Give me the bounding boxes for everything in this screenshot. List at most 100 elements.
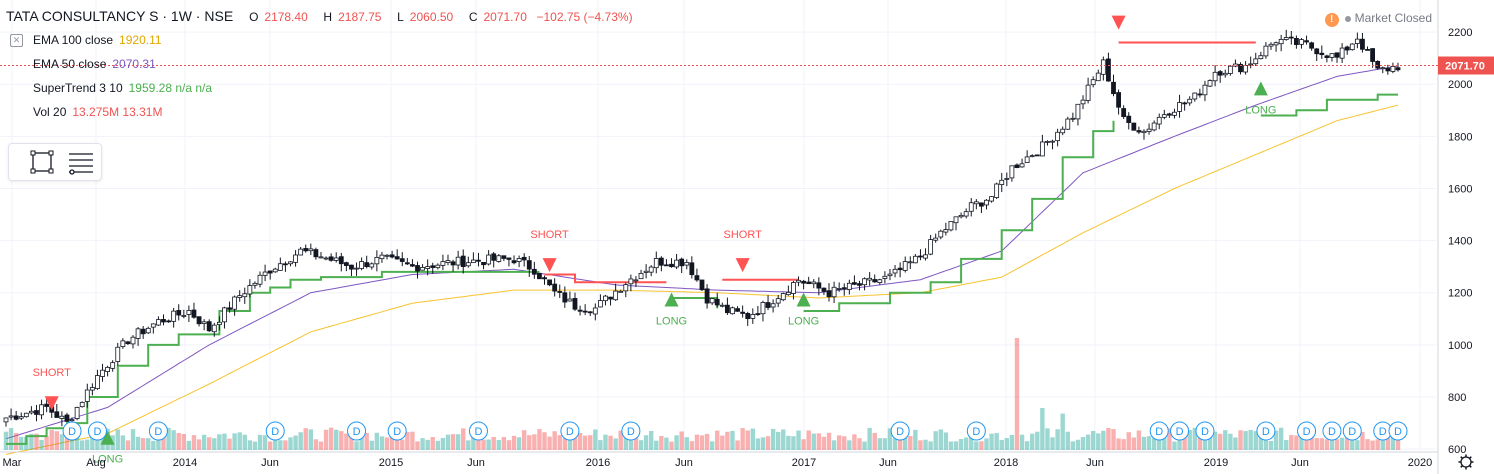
volume-bar bbox=[730, 430, 735, 450]
volume-bar bbox=[1065, 431, 1070, 450]
candle-body bbox=[557, 291, 563, 293]
indicator-volume[interactable]: Vol 20 13.275M 13.31M bbox=[10, 105, 162, 119]
volume-bar bbox=[1131, 437, 1137, 450]
indicator-ema100[interactable]: ✕ EMA 100 close 1920.11 bbox=[10, 33, 162, 48]
volume-bar bbox=[100, 431, 105, 450]
volume-bar bbox=[450, 434, 456, 450]
candle-body bbox=[994, 183, 1000, 198]
candle-body bbox=[1293, 38, 1299, 45]
high-label: H bbox=[323, 10, 333, 24]
indicator-ema50[interactable]: EMA 50 close 2070.31 bbox=[10, 57, 156, 71]
candle-body bbox=[867, 277, 873, 281]
candle-body bbox=[953, 216, 959, 224]
volume-bar bbox=[842, 436, 847, 450]
volume-bar bbox=[989, 433, 994, 450]
volume-bar bbox=[984, 438, 989, 450]
signals: SHORTLONGSHORTLONGSHORTLONGSHORTLONG bbox=[33, 15, 1276, 466]
candle-body bbox=[836, 288, 842, 290]
candle-body bbox=[105, 366, 111, 372]
candle-body bbox=[115, 346, 121, 362]
volume-bar bbox=[303, 428, 308, 450]
symbol-title[interactable]: TATA CONSULTANCY S · 1W · NSE bbox=[6, 8, 234, 24]
volume-bar bbox=[415, 441, 420, 450]
candle-body bbox=[857, 283, 862, 286]
long-signal-marker bbox=[796, 292, 811, 307]
settings-gear-icon[interactable] bbox=[1458, 454, 1474, 470]
indicator-name: EMA 100 close bbox=[33, 33, 114, 47]
dividend-label: D bbox=[474, 426, 482, 438]
volume-bar bbox=[1370, 440, 1375, 450]
volume-bar bbox=[1009, 434, 1015, 450]
candle-body bbox=[242, 293, 248, 298]
volume-bar bbox=[527, 435, 532, 450]
volume-bar bbox=[354, 441, 359, 450]
candle-body bbox=[1395, 67, 1401, 71]
long-signal-marker bbox=[664, 292, 679, 307]
dividend-label: D bbox=[1155, 426, 1163, 438]
candle-body bbox=[801, 280, 807, 284]
candle-body bbox=[1354, 38, 1360, 44]
candle-body bbox=[643, 270, 649, 273]
volume-bar bbox=[1375, 439, 1380, 450]
close-value: 2071.70 bbox=[483, 10, 527, 24]
volume-bar bbox=[974, 441, 979, 450]
indicator-supertrend[interactable]: SuperTrend 3 10 1959.28 n/a n/a bbox=[10, 81, 212, 95]
indicator-value: 1920.11 bbox=[119, 33, 162, 47]
ohlc-readout: O 2178.40 H 2187.75 L 2060.50 C 2071.70 −102… bbox=[237, 9, 633, 24]
dividend-marker bbox=[560, 421, 580, 441]
volume-bar bbox=[227, 438, 232, 450]
volume-bar bbox=[1151, 438, 1157, 450]
candle-body bbox=[1334, 52, 1340, 58]
volume-bar bbox=[461, 428, 466, 450]
volume-bar bbox=[684, 437, 689, 450]
candle-body bbox=[1217, 71, 1223, 76]
volume-bar bbox=[1395, 434, 1401, 450]
volume-bar bbox=[171, 430, 176, 450]
status-dot bbox=[1344, 15, 1351, 22]
candle-body bbox=[59, 415, 65, 419]
y-tick-label: 1800 bbox=[1448, 131, 1472, 143]
candle-body bbox=[714, 298, 720, 306]
candle-body bbox=[1380, 67, 1386, 70]
candle-body bbox=[476, 259, 481, 262]
volume-bar bbox=[750, 428, 756, 450]
volume-bar bbox=[613, 438, 618, 450]
volume-bar bbox=[288, 437, 293, 450]
volume-bar bbox=[847, 440, 852, 450]
candle-body bbox=[1197, 93, 1203, 96]
volume-bar bbox=[339, 431, 344, 450]
candle-body bbox=[140, 328, 146, 335]
dividend-marker bbox=[347, 421, 367, 441]
long-signal-label: LONG bbox=[788, 316, 819, 328]
candle-body bbox=[806, 281, 812, 285]
candle-body bbox=[1151, 122, 1157, 131]
volume-bar bbox=[791, 436, 796, 450]
candles bbox=[3, 29, 1401, 427]
volume-bar bbox=[359, 437, 364, 450]
settings-lines-icon[interactable] bbox=[69, 153, 93, 175]
y-tick-label: 2200 bbox=[1448, 27, 1472, 39]
candle-body bbox=[354, 267, 359, 270]
rectangle-tool-icon[interactable] bbox=[30, 150, 54, 174]
candle-body bbox=[811, 281, 817, 285]
candle-body bbox=[887, 273, 893, 277]
ema-100-line bbox=[5, 104, 1399, 455]
volume-bar bbox=[760, 437, 766, 450]
volume-bar bbox=[313, 439, 319, 450]
dividend-marker bbox=[1297, 421, 1317, 441]
indicator-value: 2070.31 bbox=[112, 57, 156, 71]
exclamation-icon[interactable]: ! bbox=[1324, 13, 1339, 27]
close-label: C bbox=[468, 10, 478, 24]
candle-body bbox=[765, 302, 771, 308]
volume-bar bbox=[608, 435, 613, 450]
volume-bar bbox=[8, 428, 14, 450]
volume-bar bbox=[1177, 437, 1182, 450]
volume-bar bbox=[953, 441, 959, 450]
candle-body bbox=[44, 403, 50, 407]
volume-bar bbox=[1217, 433, 1223, 450]
volume-bar bbox=[430, 437, 435, 450]
visibility-icon[interactable]: ✕ bbox=[10, 34, 23, 48]
candle-body bbox=[1299, 39, 1304, 45]
volume-bar bbox=[1324, 439, 1330, 450]
